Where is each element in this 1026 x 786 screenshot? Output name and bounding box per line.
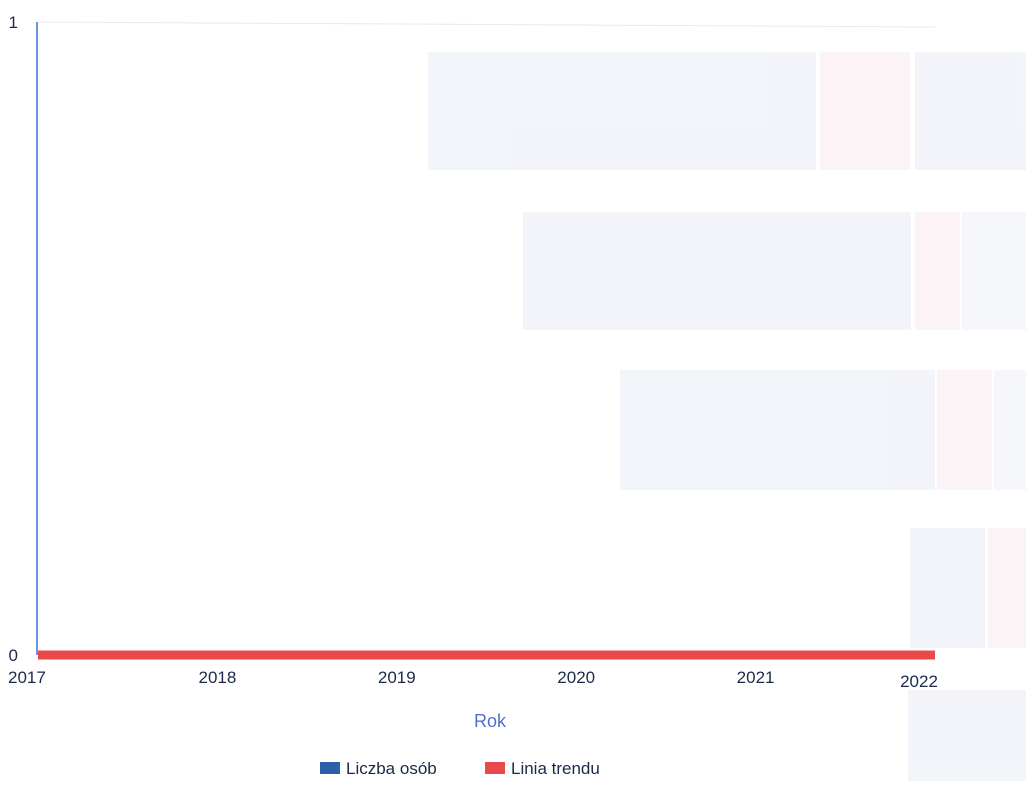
smudge [523, 212, 911, 330]
legend-swatch-liczba-osob [320, 762, 340, 774]
x-tick-label: 2017 [8, 668, 46, 687]
y-axis-ticks: 01 [9, 13, 18, 665]
smudge [915, 52, 1026, 170]
smudge [910, 528, 985, 648]
x-tick-label: 2019 [378, 668, 416, 687]
smudge [994, 370, 1026, 490]
legend-label-liczba-osob: Liczba osób [346, 759, 437, 778]
legend-swatch-linia-trendu [485, 762, 505, 774]
x-tick-label: 2021 [737, 668, 775, 687]
x-tick-label: 2022 [900, 672, 938, 691]
smudge [962, 212, 1026, 330]
smudge [937, 370, 992, 490]
legend-label-linia-trendu: Linia trendu [511, 759, 600, 778]
top-border-line [37, 21, 936, 28]
smudge [988, 528, 1026, 648]
x-axis-ticks: 2017 2018 2019 2020 2021 2022 [8, 668, 938, 691]
y-tick-label: 1 [9, 13, 18, 32]
smudge [428, 52, 816, 170]
smudge [908, 690, 1026, 781]
smudge [915, 212, 960, 330]
smudge [820, 52, 910, 170]
x-tick-label: 2018 [198, 668, 236, 687]
x-axis-title: Rok [474, 711, 507, 731]
x-tick-label: 2020 [557, 668, 595, 687]
y-tick-label: 0 [9, 646, 18, 665]
legend: Liczba osób Linia trendu [320, 759, 600, 778]
smudge [620, 370, 935, 490]
background-smudges [428, 52, 1026, 781]
